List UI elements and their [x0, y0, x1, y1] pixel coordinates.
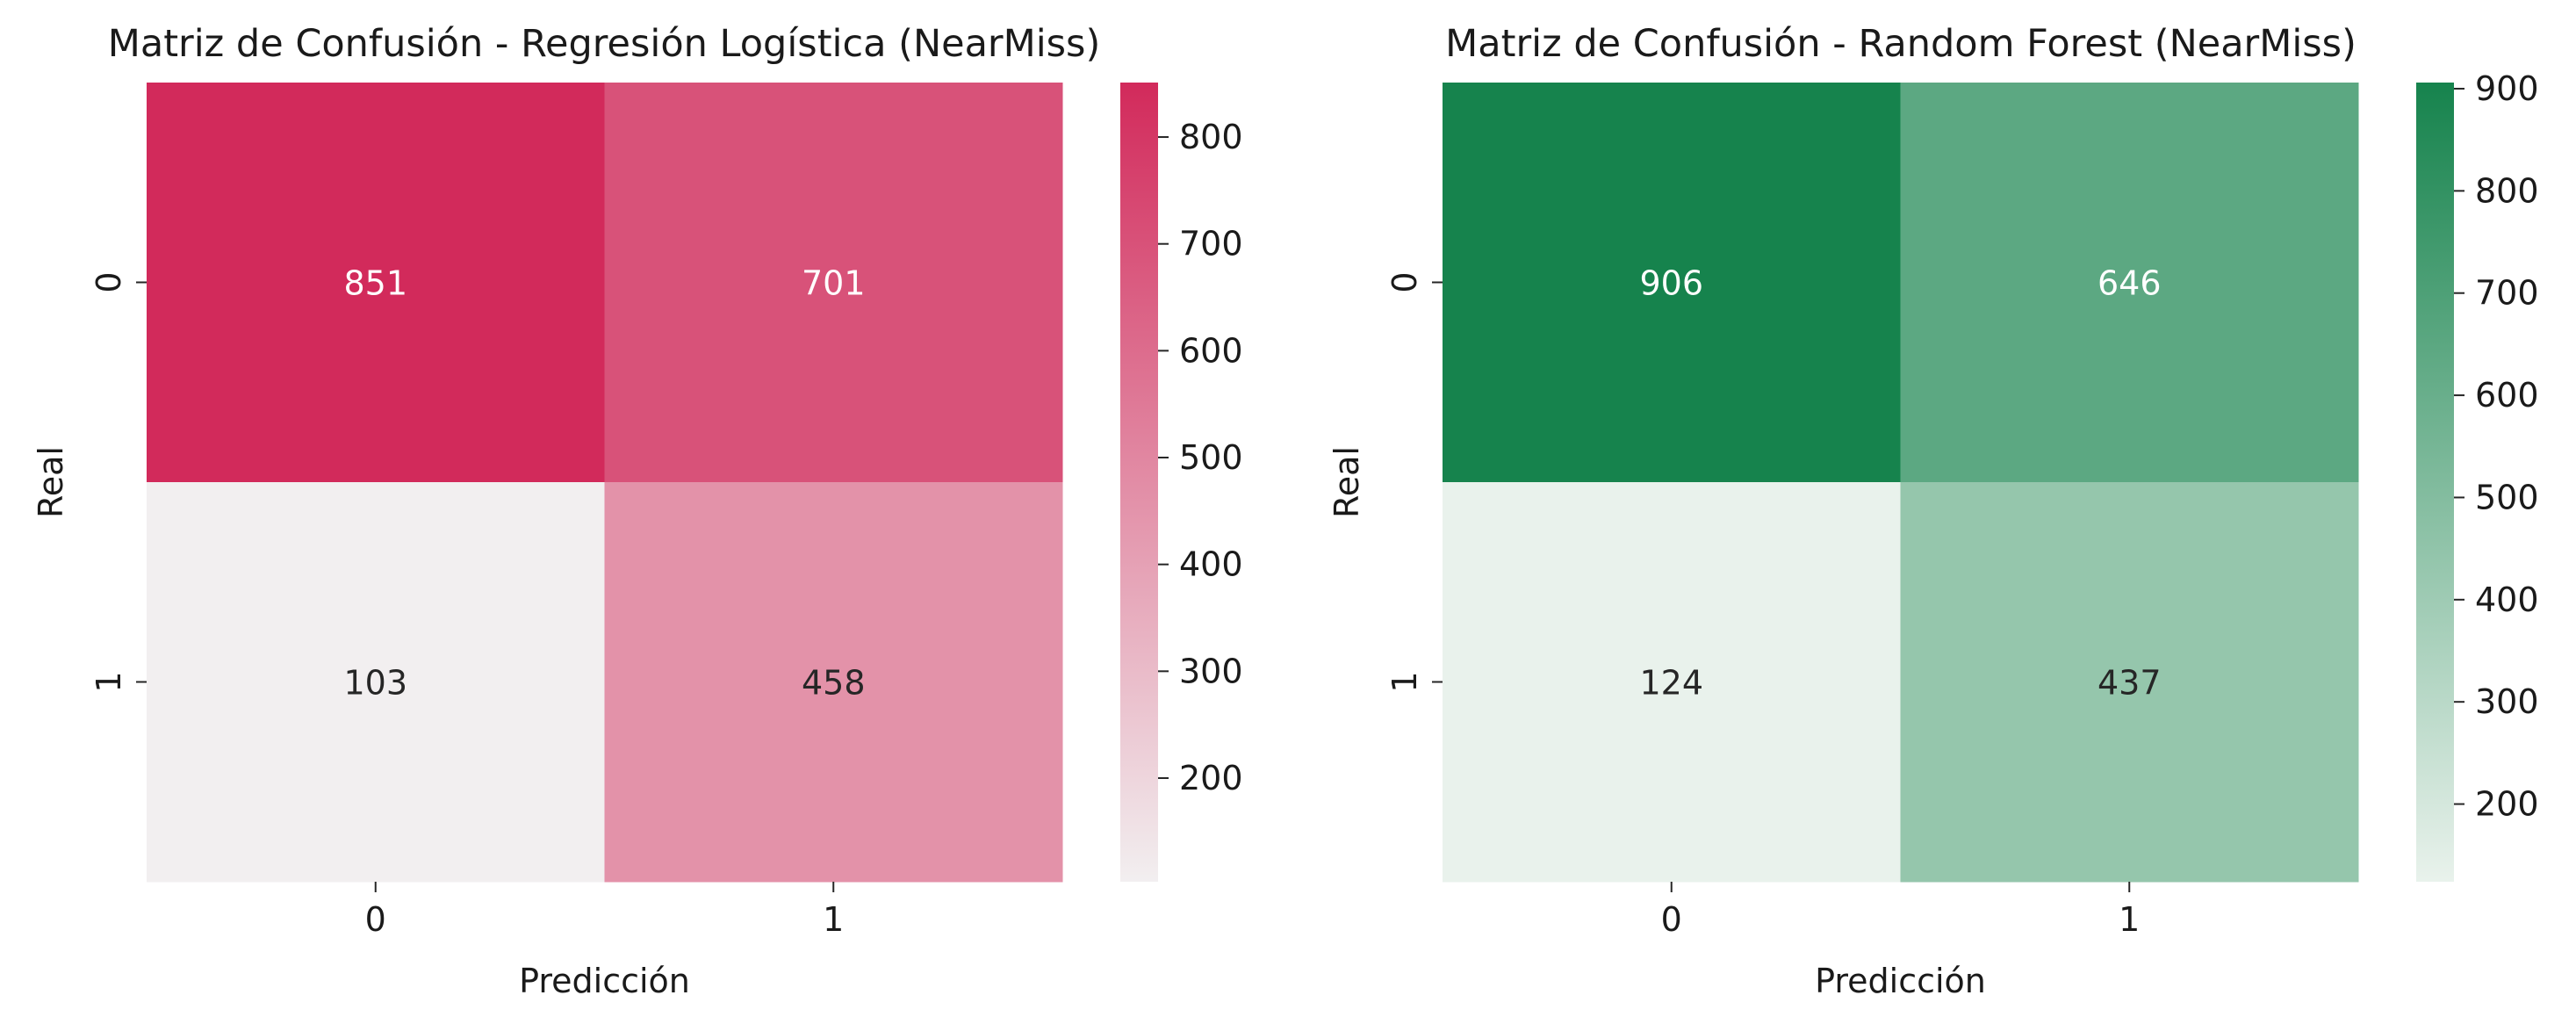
- cell-value-label: 851: [343, 264, 407, 303]
- colorbar-tick-label: 700: [1179, 225, 1243, 263]
- colorbar: [2416, 83, 2454, 882]
- heatmap-cell: [1443, 83, 1901, 483]
- colorbar-tick-label: 400: [1179, 545, 1243, 584]
- colorbar-tick-label: 800: [1179, 118, 1243, 156]
- heatmap-cell: [1900, 83, 2359, 483]
- cell-value-label: 124: [1639, 664, 1703, 703]
- x-axis-label: Predicción: [519, 962, 690, 1000]
- y-tick-label: 0: [1385, 271, 1424, 292]
- colorbar: [1120, 83, 1158, 882]
- cell-value-label: 458: [802, 664, 866, 703]
- cell-value-label: 646: [2097, 264, 2162, 303]
- x-tick-label: 1: [823, 900, 844, 939]
- y-axis-label: Real: [32, 446, 70, 518]
- colorbar-tick-label: 700: [2475, 274, 2539, 313]
- heatmap-panel-2: Matriz de Confusión - Random Forest (Nea…: [1328, 22, 2539, 1000]
- colorbar-tick-label: 900: [2475, 69, 2539, 108]
- heatmap-cell: [604, 482, 1063, 883]
- heatmap-cell: [1443, 482, 1901, 883]
- colorbar-tick-label: 200: [1179, 759, 1243, 797]
- cell-value-label: 437: [2097, 664, 2162, 703]
- heatmap-cell: [147, 482, 605, 883]
- chart-title: Matriz de Confusión - Regresión Logístic…: [108, 22, 1100, 66]
- colorbar-tick-label: 300: [2475, 682, 2539, 721]
- heatmap-cell: [1900, 482, 2359, 883]
- heatmap-panel-1: Matriz de Confusión - Regresión Logístic…: [32, 22, 1243, 1000]
- cell-value-label: 701: [802, 264, 866, 303]
- y-axis-label: Real: [1328, 446, 1366, 518]
- colorbar-tick-label: 400: [2475, 581, 2539, 619]
- colorbar-tick-label: 500: [1179, 438, 1243, 477]
- x-axis-label: Predicción: [1815, 962, 1986, 1000]
- colorbar-tick-label: 300: [1179, 652, 1243, 690]
- y-tick-label: 1: [1385, 671, 1424, 692]
- y-tick-label: 1: [90, 671, 128, 692]
- colorbar-tick-label: 800: [2475, 171, 2539, 210]
- cell-value-label: 103: [343, 664, 407, 703]
- x-tick-label: 0: [1661, 900, 1682, 939]
- heatmap-cell: [147, 83, 605, 483]
- chart-title: Matriz de Confusión - Random Forest (Nea…: [1445, 22, 2357, 66]
- heatmap-cell: [604, 83, 1063, 483]
- colorbar-tick-label: 500: [2475, 478, 2539, 516]
- cell-value-label: 906: [1639, 264, 1703, 303]
- x-tick-label: 1: [2119, 900, 2140, 939]
- x-tick-label: 0: [365, 900, 386, 939]
- colorbar-tick-label: 600: [2475, 376, 2539, 415]
- colorbar-tick-label: 600: [1179, 331, 1243, 370]
- colorbar-tick-label: 200: [2475, 785, 2539, 824]
- y-tick-label: 0: [90, 271, 128, 292]
